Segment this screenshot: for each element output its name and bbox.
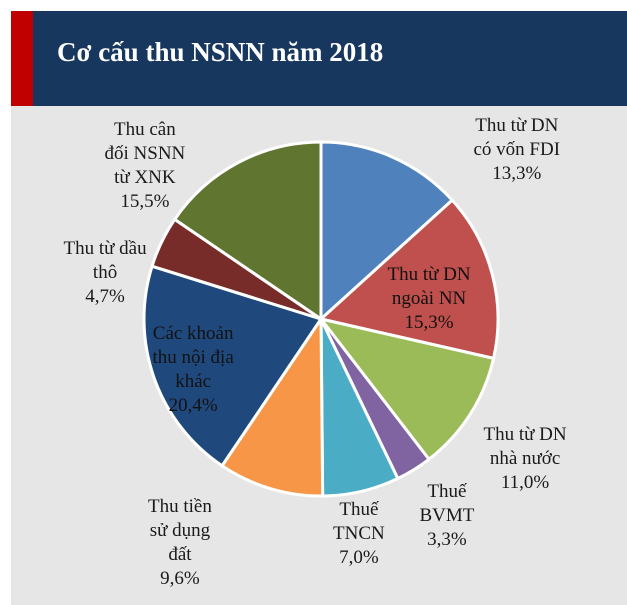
chart-area: Thu từ DN có vốn FDI 13,3% Thu từ DN ngoài N…	[11, 106, 627, 605]
slice-label: Thu tiền sử dụng đất 9,6%	[148, 495, 212, 591]
slice-value-label: 9,6%	[160, 568, 200, 589]
slice-label-text: Thu tiền	[148, 496, 212, 517]
slice-label-text: khác	[175, 371, 212, 392]
pie-slice	[142, 264, 324, 468]
slice-value-label: 11,0%	[500, 472, 550, 493]
slice-label-text: nhà nước	[489, 448, 561, 469]
slice-value-label: 13,3%	[492, 163, 542, 184]
slice-label: Thu cân đối NSNN từ XNK 15,5%	[105, 118, 186, 214]
slice-value-label: 15,5%	[120, 191, 170, 212]
slice-value-label: 15,3%	[404, 312, 454, 333]
slice-label-text: TNCN	[333, 523, 385, 544]
slice-label: Thu từ DN có vốn FDI 13,3%	[474, 114, 561, 186]
slice-value-label: 4,7%	[85, 286, 125, 307]
title-accent-bar	[11, 11, 33, 106]
slice-label-text: Thuế	[339, 499, 379, 520]
slice-label-text: Thu từ DN	[387, 264, 471, 285]
slice-label-text: sử dụng	[149, 520, 211, 541]
chart-title: Cơ cấu thu NSNN năm 2018	[57, 37, 384, 67]
slice-label-text: đất	[168, 544, 192, 565]
slice-label-text: có vốn FDI	[473, 139, 561, 160]
slice-label: Thu từ DN ngoài NN 15,3%	[388, 263, 471, 335]
pie-chart	[142, 140, 500, 498]
slice-value-label: 3,3%	[427, 529, 467, 550]
slice-label: Thuế BVMT 3,3%	[420, 480, 475, 552]
slice-value-label: 20,4%	[168, 395, 218, 416]
pie-slice	[319, 140, 455, 323]
slice-label-text: Thu từ DN	[475, 115, 559, 136]
slice-label-text: Thu từ DN	[483, 424, 567, 445]
pie-slice	[172, 140, 323, 322]
slice-label-text: ngoài NN	[391, 288, 467, 309]
slice-label-text: Thu từ dầu	[63, 238, 147, 259]
title-banner: Cơ cấu thu NSNN năm 2018	[11, 11, 627, 106]
slice-label: Thu từ dầu thô 4,7%	[64, 237, 147, 309]
slice-label-text: đối NSNN	[104, 143, 186, 164]
slice-label: Thu từ DN nhà nước 11,0%	[484, 423, 567, 495]
slice-label-text: thu nội địa	[152, 347, 234, 368]
slice-label-text: Thuế	[427, 481, 467, 502]
slice-label-text: Thu cân	[114, 119, 176, 140]
slice-label-text: BVMT	[419, 505, 475, 526]
pie-slice	[317, 198, 500, 361]
pie-slice	[317, 316, 496, 462]
slice-label: Thuế TNCN 7,0%	[333, 498, 385, 570]
slice-label-text: Các khoản	[152, 323, 234, 344]
slice-label-text: từ XNK	[114, 167, 176, 188]
slice-label-text: thô	[92, 262, 118, 283]
slice-value-label: 7,0%	[339, 547, 379, 568]
slice-label: Các khoản thu nội địa khác 20,4%	[153, 322, 234, 418]
pie-slice	[219, 314, 325, 498]
